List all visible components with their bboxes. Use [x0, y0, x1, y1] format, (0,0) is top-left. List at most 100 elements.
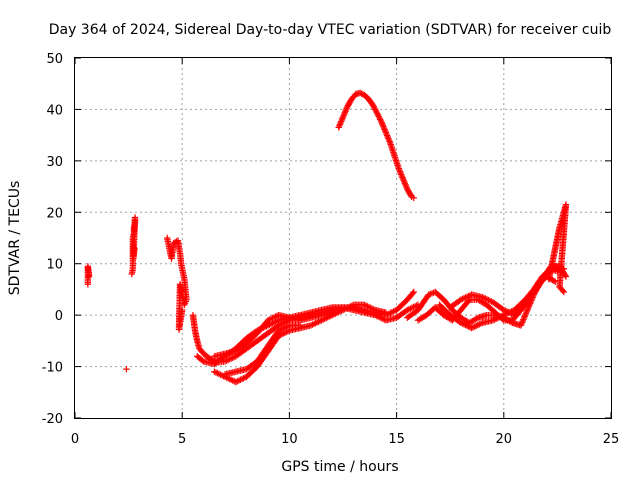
data-point: [229, 377, 236, 384]
data-point: [522, 310, 530, 317]
data-point: [381, 126, 388, 133]
x-tick-label: 0: [71, 432, 79, 447]
series-rise-22.1-23h: [545, 201, 570, 296]
data-point: [333, 309, 341, 317]
data-point: [562, 273, 570, 280]
y-tick-label: 20: [46, 206, 63, 221]
data-point: [384, 133, 391, 141]
data-point: [226, 375, 233, 383]
data-point: [309, 321, 316, 328]
data-point: [226, 356, 233, 363]
data-point: [506, 309, 514, 317]
data-point: [375, 313, 382, 320]
series-arc-b: [194, 301, 422, 368]
data-point: [483, 296, 491, 303]
data-point: [296, 322, 304, 329]
data-point: [224, 356, 232, 364]
data-point: [378, 119, 385, 126]
data-point: [457, 296, 465, 303]
data-point: [339, 306, 347, 314]
data-point: [385, 135, 392, 142]
data-point: [457, 319, 465, 327]
y-tick-label: 30: [46, 155, 63, 170]
data-point: [402, 183, 410, 190]
data-point: [312, 320, 319, 327]
data-point: [342, 106, 350, 113]
data-point: [327, 312, 334, 320]
x-tick-label: 10: [281, 432, 298, 447]
x-axis-label: GPS time / hours: [281, 459, 398, 475]
y-tick-label: 40: [46, 103, 63, 118]
data-point: [400, 177, 407, 184]
data-point: [376, 314, 383, 321]
data-point: [324, 314, 331, 321]
data-point: [383, 132, 391, 139]
data-point: [235, 377, 243, 384]
grid-layer: [75, 58, 611, 418]
data-point: [382, 127, 389, 135]
data-point: [518, 320, 525, 328]
data-point: [370, 103, 377, 110]
data-point: [473, 315, 480, 322]
data-point: [212, 369, 220, 376]
data-point: [410, 194, 417, 202]
series-arc-g: [436, 265, 561, 332]
data-point: [234, 378, 241, 385]
data-point: [471, 323, 478, 330]
data-point: [315, 318, 322, 325]
data-point: [347, 303, 354, 310]
data-point: [338, 307, 345, 314]
data-point: [519, 317, 526, 325]
data-point: [358, 90, 365, 97]
data-point: [344, 304, 351, 311]
data-point: [411, 303, 419, 310]
data-point: [356, 89, 364, 97]
data-point: [523, 309, 530, 316]
data-point: [278, 325, 285, 333]
data-point: [388, 309, 396, 316]
y-axis-label: SDTVAR / TECUs: [7, 181, 23, 296]
data-point: [559, 287, 566, 294]
x-tick-label: 5: [178, 432, 186, 447]
data-point: [460, 295, 468, 302]
series-arc-i: [414, 273, 559, 324]
data-point: [465, 297, 472, 305]
y-tick-label: 50: [46, 52, 63, 67]
data-point: [468, 324, 475, 332]
data-point: [397, 169, 404, 177]
data-point: [473, 322, 480, 329]
data-point: [375, 113, 382, 120]
data-point: [386, 138, 393, 145]
data-point: [372, 107, 380, 114]
data-point: [505, 309, 512, 316]
data-point: [85, 273, 93, 280]
x-tick-label: 20: [496, 432, 513, 447]
data-point: [379, 120, 386, 127]
data-point: [365, 303, 373, 311]
data-point: [522, 311, 529, 319]
data-point: [401, 180, 409, 187]
data-point: [199, 357, 206, 364]
data-point: [398, 172, 406, 180]
data-point: [321, 315, 328, 323]
data-point: [238, 375, 246, 383]
data-point: [343, 105, 350, 112]
data-point: [339, 113, 347, 121]
data-point: [491, 316, 498, 323]
data-point: [322, 314, 330, 322]
data-point: [337, 118, 345, 125]
data-point: [520, 314, 528, 322]
data-point: [396, 166, 403, 174]
data-point: [367, 304, 374, 311]
data-point: [373, 108, 380, 116]
mark-layer: [84, 89, 570, 386]
data-point: [370, 306, 377, 313]
data-point: [476, 321, 483, 328]
plot-frame: [74, 57, 612, 419]
data-point: [339, 115, 346, 122]
data-point: [313, 319, 321, 326]
data-point: [266, 316, 273, 323]
data-point: [264, 317, 272, 324]
data-point: [229, 354, 236, 361]
data-point: [337, 119, 344, 127]
